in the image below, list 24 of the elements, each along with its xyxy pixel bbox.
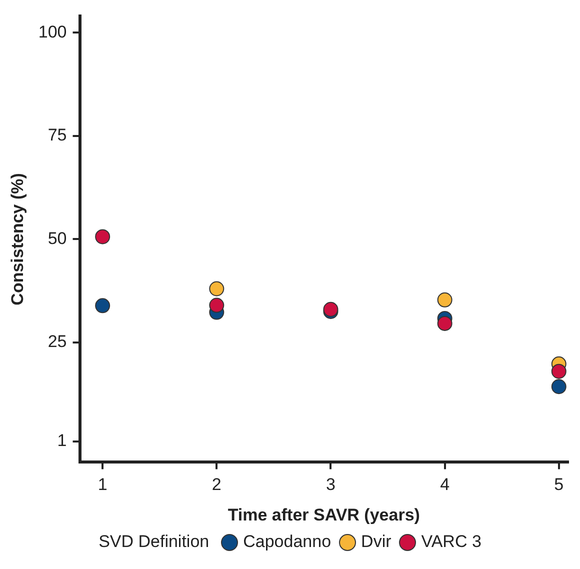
legend-title: SVD Definition: [98, 532, 210, 552]
point: [551, 379, 566, 394]
point: [209, 298, 224, 313]
legend-label: Dvir: [361, 532, 392, 552]
x-tick-label: 2: [212, 475, 222, 494]
y-tick-label: 75: [48, 126, 67, 145]
x-axis-title: Time after SAVR (years): [228, 505, 420, 524]
point: [437, 316, 452, 331]
legend-label: VARC 3: [421, 532, 482, 552]
y-tick-label: 50: [48, 228, 67, 248]
point: [95, 229, 110, 244]
x-tick-label: 4: [440, 475, 450, 494]
x-tick-label: 1: [98, 475, 108, 494]
x-tick-label: 3: [326, 475, 336, 494]
point: [551, 364, 566, 379]
point: [437, 292, 452, 308]
y-tick-label: 25: [48, 332, 67, 352]
y-axis-title: Consistency (%): [8, 173, 27, 306]
y-tick-label: 100: [38, 22, 67, 42]
y-tick-label: 1: [57, 431, 67, 450]
x-tick-label: 5: [554, 475, 564, 494]
legend-label: Capodanno: [243, 532, 332, 552]
point: [95, 298, 110, 314]
point: [209, 281, 224, 296]
